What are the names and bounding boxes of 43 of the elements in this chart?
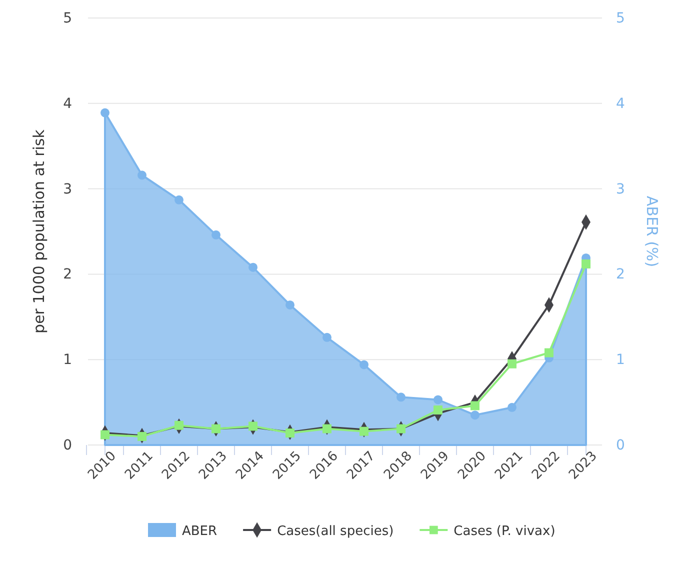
point [582,259,590,268]
y-tick-label: 5 [63,10,72,26]
point [322,424,332,434]
y2-tick-label: 5 [616,10,625,26]
y-tick-label: 2 [63,266,72,283]
point [248,262,258,272]
point [286,428,294,438]
point [212,424,220,434]
point [212,230,220,240]
point [434,395,442,404]
y2-tick-label: 0 [616,437,625,454]
point [396,424,406,434]
y2-axis-title: ABER (%) [643,196,661,268]
legend-label: Cases (P. vivax) [454,524,556,539]
legend-label: ABER [182,524,218,539]
point [508,402,516,412]
y-axis-title: per 1000 population at risk [30,129,48,334]
point [174,195,184,204]
point [544,348,554,358]
point [434,405,442,414]
y2-tick-label: 1 [616,352,625,368]
y2-tick-label: 4 [616,96,625,112]
point [470,410,480,420]
y2-tick-label: 3 [616,181,625,198]
point [100,430,110,440]
point [248,422,258,431]
legend-label: Cases(all species) [277,524,394,539]
point [322,332,332,342]
y2-tick-label: 2 [616,266,625,283]
point [360,426,368,436]
point [174,420,184,430]
y-tick-label: 3 [63,181,72,198]
point [100,108,110,118]
point [360,360,368,370]
y-tick-label: 0 [63,437,72,454]
point [508,359,516,368]
point [286,300,294,310]
y-tick-label: 4 [63,96,72,112]
point [138,432,146,441]
point [470,401,480,410]
point [396,392,406,402]
point [138,170,146,180]
y-tick-label: 1 [63,352,72,368]
